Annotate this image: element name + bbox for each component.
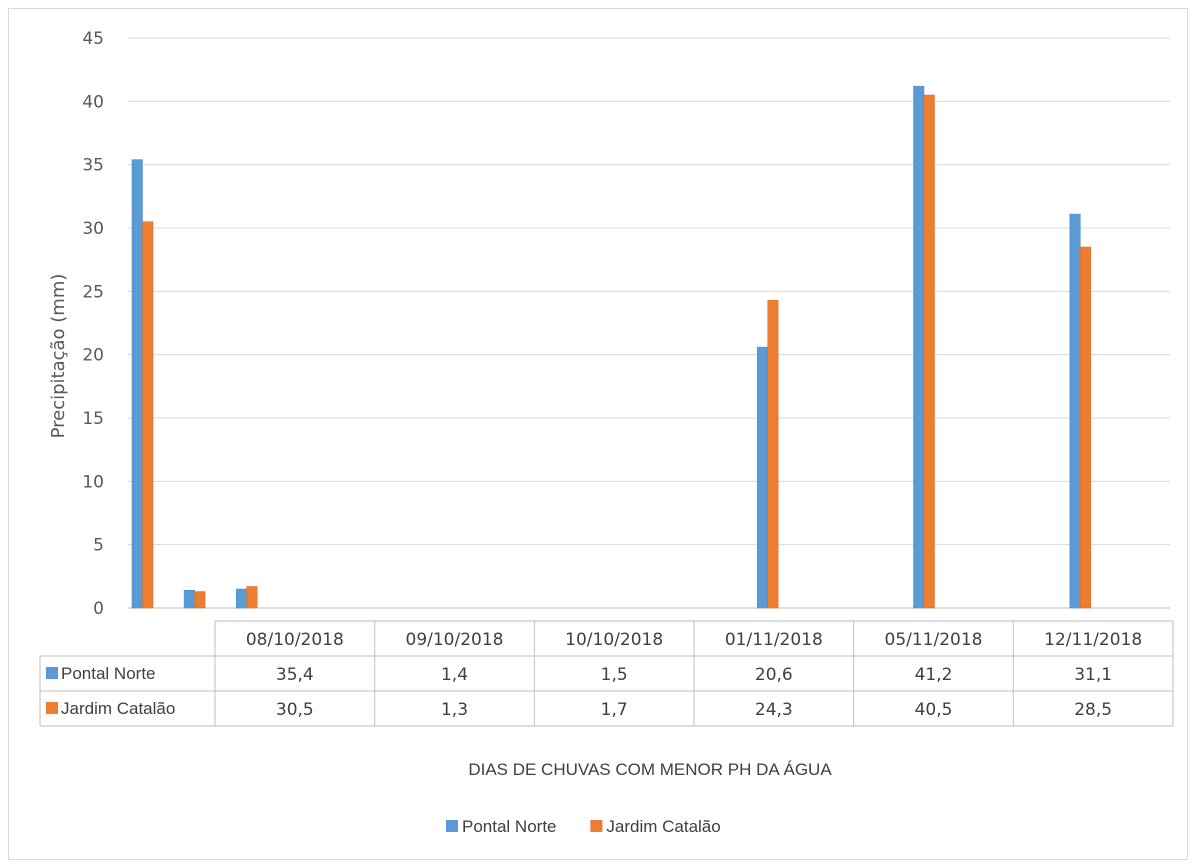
legend-swatch (590, 820, 603, 832)
y-axis-title: Precipitação (mm) (48, 274, 69, 439)
data-label: 35,4 (276, 665, 314, 685)
data-label: 1,4 (441, 665, 468, 685)
y-tick-label: 15 (82, 409, 104, 429)
bar-jardim-catalão (142, 221, 154, 609)
y-tick-label: 30 (82, 219, 104, 239)
y-tick-label: 10 (82, 472, 104, 492)
x-tick-label: 09/10/2018 (406, 630, 504, 650)
legend-key-swatch (46, 702, 58, 714)
x-tick-label: 12/11/2018 (1044, 630, 1142, 650)
y-tick-label: 20 (82, 346, 104, 366)
data-table: 08/10/2018 09/10/2018 10/10/2018 01/11/2018… (39, 620, 1174, 727)
legend-entry: Jardim Catalão (606, 817, 720, 836)
x-axis-title: DIAS DE CHUVAS COM MENOR PH DA ÁGUA (468, 760, 832, 779)
bar-jardim-catalão (194, 591, 206, 609)
y-tick-label: 40 (82, 92, 104, 112)
x-tick-label: 08/10/2018 (246, 630, 344, 650)
data-label: 40,5 (915, 700, 953, 720)
bar-jardim-catalão (767, 299, 779, 609)
data-label: 1,7 (601, 700, 628, 720)
x-tick-label: 01/11/2018 (725, 630, 823, 650)
y-axis-ticks: 0 5 10 15 20 25 30 35 40 45 (82, 29, 104, 619)
bar-pontal-norte (1069, 213, 1081, 609)
gridlines (128, 37, 1170, 609)
x-tick-label: 10/10/2018 (565, 630, 663, 650)
data-label: 1,3 (441, 700, 468, 720)
data-label: 31,1 (1074, 665, 1112, 685)
data-label: 28,5 (1074, 700, 1112, 720)
y-tick-label: 35 (82, 156, 104, 176)
series-row-label: Jardim Catalão (61, 699, 175, 718)
data-label: 30,5 (276, 700, 314, 720)
series-row-label: Pontal Norte (61, 664, 156, 683)
data-label: 1,5 (601, 665, 628, 685)
bar-pontal-norte (756, 346, 768, 609)
bars (131, 85, 1092, 609)
chart-frame (8, 8, 1188, 860)
legend-key-swatch (46, 667, 58, 679)
legend-entry: Pontal Norte (462, 817, 557, 836)
x-tick-label: 05/11/2018 (885, 630, 983, 650)
data-label: 41,2 (915, 665, 953, 685)
bar-jardim-catalão (923, 94, 935, 609)
bar-jardim-catalão (246, 586, 258, 609)
bar-jardim-catalão (1080, 246, 1092, 609)
bar-pontal-norte (131, 159, 143, 609)
bar-pontal-norte (183, 590, 195, 609)
legend: Pontal Norte Jardim Catalão (446, 817, 721, 836)
bar-pontal-norte (235, 588, 247, 609)
bar-pontal-norte (913, 85, 925, 609)
y-tick-label: 25 (82, 282, 104, 302)
y-tick-label: 5 (93, 536, 104, 556)
y-tick-label: 45 (82, 29, 104, 49)
data-label: 20,6 (755, 665, 793, 685)
y-tick-label: 0 (93, 599, 104, 619)
legend-swatch (446, 820, 458, 832)
data-label: 24,3 (755, 700, 793, 720)
